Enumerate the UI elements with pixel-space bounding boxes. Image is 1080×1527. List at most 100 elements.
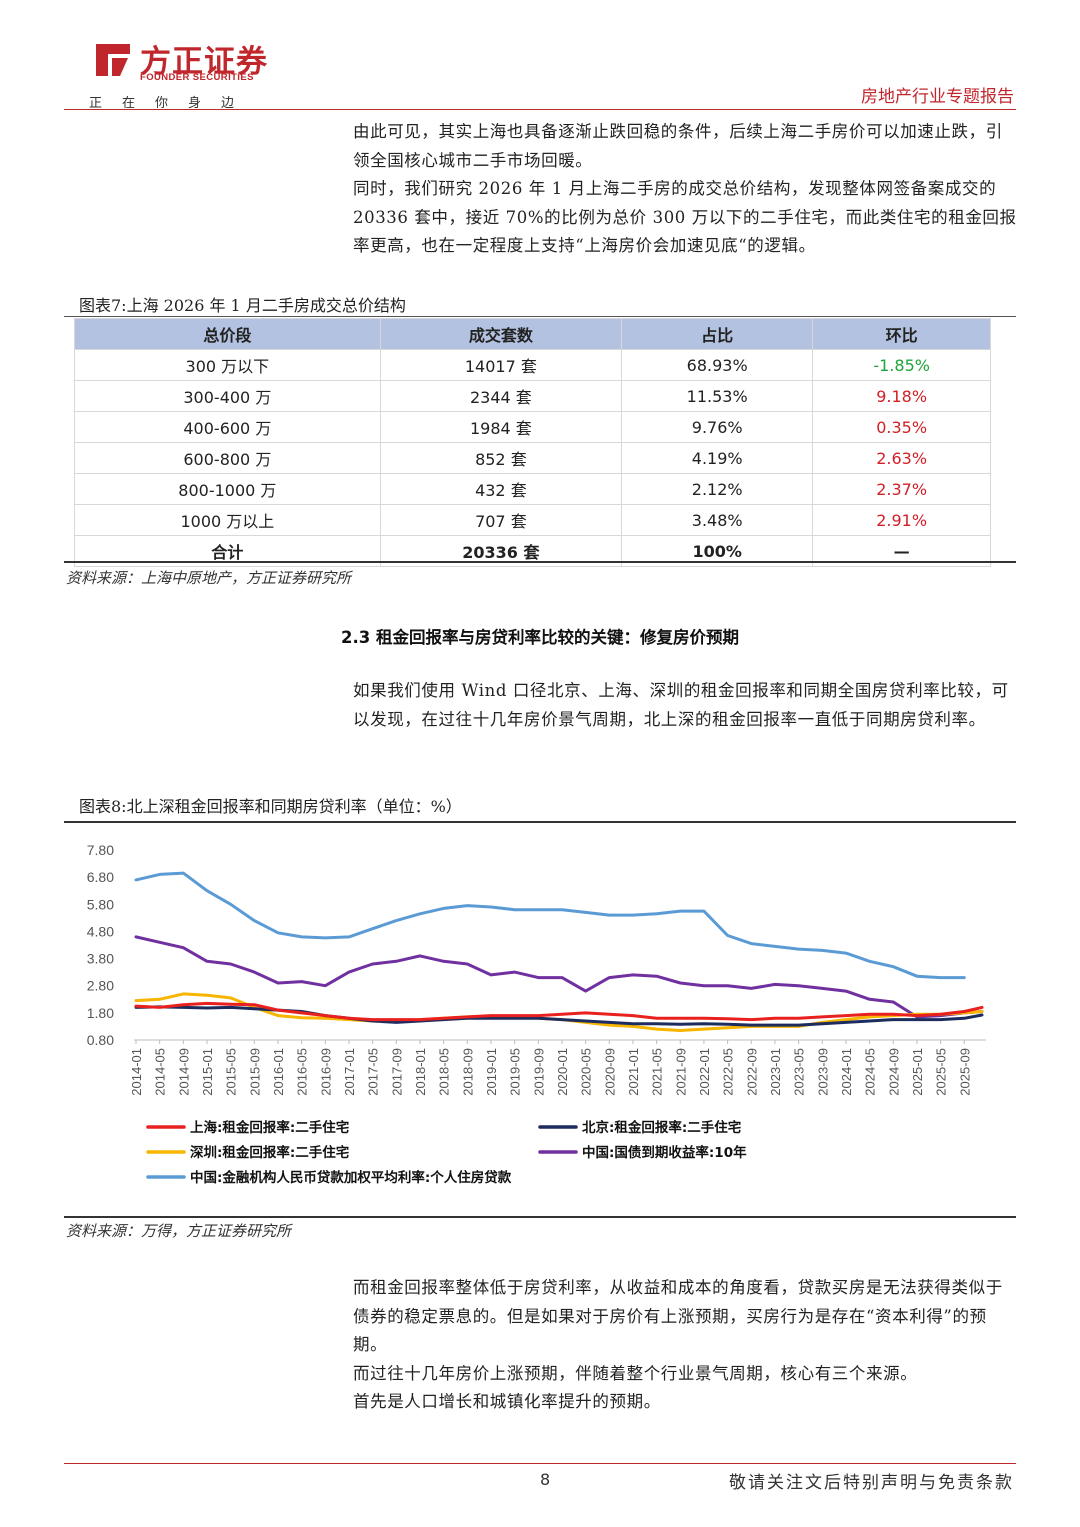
- y-tick-label: 4.80: [87, 923, 114, 939]
- y-tick-label: 1.80: [87, 1005, 114, 1021]
- section-text: 如果我们使用 Wind 口径北京、上海、深圳的租金回报率和同期全国房贷利率比较，…: [353, 677, 1017, 734]
- x-tick-label: 2015-05: [224, 1048, 239, 1096]
- table-row: 800-1000 万 432 套 2.12% 2.37%: [74, 473, 991, 505]
- cell-mom: 2.37%: [812, 473, 991, 505]
- cell-volume: 14017 套: [379, 349, 623, 381]
- x-tick-label: 2019-05: [508, 1048, 523, 1096]
- chart8-caption: 图表8:北上深租金回报率和同期房贷利率（单位：%）: [79, 797, 462, 816]
- cell-mom: 9.18%: [812, 380, 991, 412]
- col-header-price-band: 总价段: [74, 318, 381, 350]
- x-tick-label: 2016-09: [318, 1048, 333, 1096]
- col-header-mom: 环比: [812, 318, 991, 350]
- cell-price-band: 300-400 万: [74, 380, 381, 412]
- x-tick-label: 2021-09: [673, 1048, 688, 1096]
- cell-price-band: 400-600 万: [74, 411, 381, 443]
- x-tick-label: 2025-09: [957, 1048, 972, 1096]
- table-bottom-rule: [64, 561, 1016, 563]
- x-tick-label: 2023-09: [815, 1048, 830, 1096]
- table-header-row: 总价段 成交套数 占比 环比: [74, 318, 991, 350]
- x-tick-label: 2016-05: [295, 1048, 310, 1096]
- table-row: 600-800 万 852 套 4.19% 2.63%: [74, 442, 991, 474]
- logo-text-cn: 方正证券: [140, 44, 268, 80]
- cell-share: 4.19%: [621, 442, 814, 474]
- legend-label-4: 中国:金融机构人民币贷款加权平均利率:个人住房贷款: [190, 1169, 512, 1186]
- closing-paragraph-2: 而过往十几年房价上涨预期，伴随着整个行业景气周期，核心有三个来源。: [353, 1363, 918, 1383]
- x-tick-label: 2019-09: [531, 1048, 546, 1096]
- x-tick-label: 2015-01: [200, 1048, 215, 1096]
- intro-paragraph-1: 由此可见，其实上海也具备逐渐止跌回稳的条件，后续上海二手房价可以加速止跌，引领全…: [353, 122, 1003, 170]
- y-tick-label: 5.80: [87, 896, 114, 912]
- table7-source: 资料来源：上海中原地产，方正证券研究所: [66, 569, 352, 587]
- x-tick-label: 2021-05: [650, 1048, 665, 1096]
- table-row: 300 万以下 14017 套 68.93% -1.85%: [74, 349, 991, 381]
- series-line-4: [134, 871, 966, 980]
- section-heading: 2.3 租金回报率与房贷利率比较的关键：修复房价预期: [341, 628, 739, 647]
- x-tick-label: 2015-09: [247, 1048, 262, 1096]
- report-type: 房地产行业专题报告: [861, 87, 1014, 107]
- x-tick-label: 2019-01: [484, 1048, 499, 1096]
- col-header-volume: 成交套数: [379, 318, 623, 350]
- table-top-rule: [64, 316, 1016, 317]
- table-row: 400-600 万 1984 套 9.76% 0.35%: [74, 411, 991, 443]
- slogan: 正在你身边: [89, 96, 255, 111]
- intro-paragraph-2: 同时，我们研究 2026 年 1 月上海二手房的成交总价结构，发现整体网签备案成…: [353, 179, 1017, 256]
- legend-label-1: 北京:租金回报率:二手住宅: [582, 1119, 742, 1136]
- x-tick-label: 2016-01: [271, 1048, 286, 1096]
- chart8-source: 资料来源：万得，方正证券研究所: [66, 1222, 292, 1240]
- x-tick-label: 2023-01: [768, 1048, 783, 1096]
- x-tick-label: 2018-09: [460, 1048, 475, 1096]
- x-tick-label: 2023-05: [792, 1048, 807, 1096]
- table7-caption: 图表7:上海 2026 年 1 月二手房成交总价结构: [79, 296, 406, 315]
- y-tick-label: 2.80: [87, 978, 114, 994]
- x-tick-label: 2017-01: [342, 1048, 357, 1096]
- cell-share: 11.53%: [621, 380, 814, 412]
- series-line-2: [134, 992, 984, 1032]
- y-tick-label: 7.80: [87, 842, 114, 858]
- x-tick-label: 2020-05: [579, 1048, 594, 1096]
- logo-text-en: FOUNDER SECURITIES: [140, 72, 254, 83]
- cell-mom: -1.85%: [812, 349, 991, 381]
- chart-top-rule: [64, 821, 1016, 823]
- x-tick-label: 2025-01: [910, 1048, 925, 1096]
- legend-label-0: 上海:租金回报率:二手住宅: [190, 1119, 350, 1136]
- chart-bottom-rule: [64, 1216, 1016, 1218]
- x-tick-label: 2024-09: [886, 1048, 901, 1096]
- y-tick-label: 6.80: [87, 869, 114, 885]
- intro-text: 由此可见，其实上海也具备逐渐止跌回稳的条件，后续上海二手房价可以加速止跌，引领全…: [353, 118, 1017, 261]
- series-line-0: [134, 1001, 984, 1022]
- series-line-3: [134, 935, 984, 1019]
- x-tick-label: 2020-09: [602, 1048, 617, 1096]
- table-row: 1000 万以上 707 套 3.48% 2.91%: [74, 504, 991, 536]
- cell-price-band: 300 万以下: [74, 349, 381, 381]
- closing-text: 而租金回报率整体低于房贷利率，从收益和成本的角度看，贷款买房是无法获得类似于债券…: [353, 1274, 1017, 1417]
- page-number: 8: [540, 1470, 551, 1489]
- founder-logo-icon: [96, 44, 130, 76]
- cell-share: 68.93%: [621, 349, 814, 381]
- x-tick-label: 2022-05: [721, 1048, 736, 1096]
- x-tick-label: 2017-09: [389, 1048, 404, 1096]
- disclaimer-link[interactable]: 敬请关注文后特别声明与免责条款: [729, 1473, 1014, 1493]
- x-tick-label: 2021-01: [626, 1048, 641, 1096]
- cell-share: 2.12%: [621, 473, 814, 505]
- table-row: 300-400 万 2344 套 11.53% 9.18%: [74, 380, 991, 412]
- y-tick-label: 0.80: [87, 1032, 114, 1048]
- x-tick-label: 2014-09: [176, 1048, 191, 1096]
- footer-divider: [64, 1463, 1016, 1464]
- x-tick-label: 2024-05: [863, 1048, 878, 1096]
- cell-mom: 2.63%: [812, 442, 991, 474]
- cell-volume: 2344 套: [379, 380, 623, 412]
- cell-share: 3.48%: [621, 504, 814, 536]
- cell-volume: 1984 套: [379, 411, 623, 443]
- rent-yield-vs-mortgage-chart: 7.80 6.80 5.80 4.80 3.80 2.80 1.80 0.80 2014-01 2…: [87, 842, 986, 1186]
- cell-volume: 852 套: [379, 442, 623, 474]
- x-tick-label: 2025-05: [934, 1048, 949, 1096]
- closing-paragraph-1: 而租金回报率整体低于房贷利率，从收益和成本的角度看，贷款买房是无法获得类似于债券…: [353, 1278, 1003, 1355]
- header-divider: [64, 109, 1016, 110]
- x-tick-label: 2020-01: [555, 1048, 570, 1096]
- cell-volume: 432 套: [379, 473, 623, 505]
- x-tick-label: 2014-05: [153, 1048, 168, 1096]
- x-tick-label: 2014-01: [129, 1048, 144, 1096]
- x-tick-label: 2018-01: [413, 1048, 428, 1096]
- cell-share: 9.76%: [621, 411, 814, 443]
- y-tick-label: 3.80: [87, 951, 114, 967]
